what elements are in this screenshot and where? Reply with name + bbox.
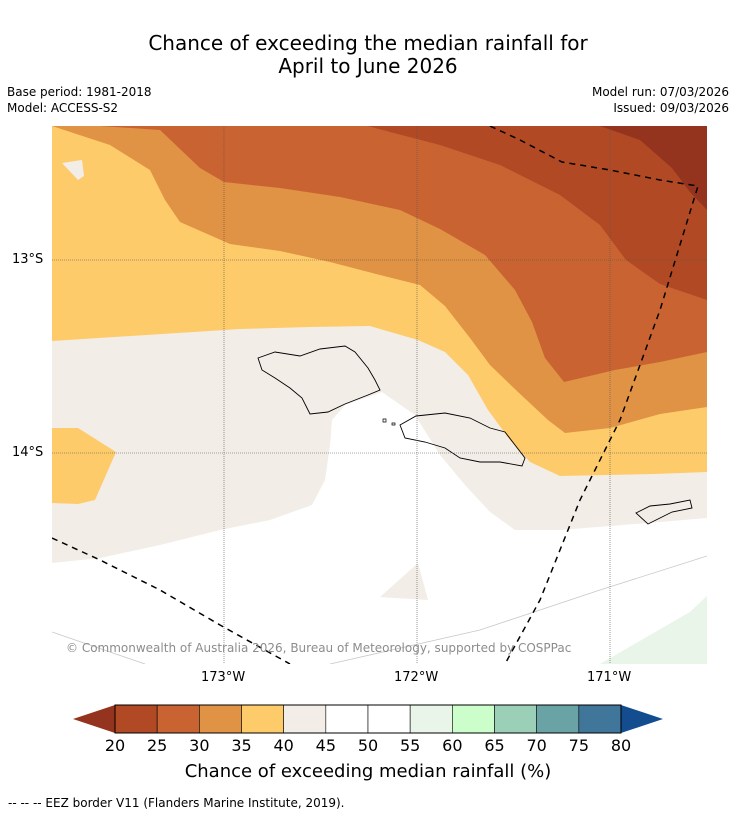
- colorbar-tick-40: 40: [273, 736, 294, 755]
- lat-label-13s: 13°S: [12, 252, 44, 267]
- contour-line-55: [52, 555, 707, 664]
- base-period: Base period: 1981-2018: [7, 85, 152, 99]
- lon-label-173w: 173°W: [201, 670, 246, 685]
- eez-legend-text: -- -- -- EEZ border V11 (Flanders Marine…: [8, 796, 345, 810]
- colorbar-tick-75: 75: [568, 736, 589, 755]
- patch-40-45-south: [380, 563, 428, 600]
- colorbar-tick-45: 45: [315, 736, 336, 755]
- colorbar-lower-extension: [73, 705, 115, 733]
- upolu-island: [399, 412, 526, 467]
- colorbar-swatch-75-80: [578, 704, 622, 734]
- colorbar-swatch-65-70: [494, 704, 537, 734]
- colorbar-tick-25: 25: [146, 736, 168, 755]
- colorbar-swatch-20-25: [114, 704, 158, 734]
- savaii-island: [257, 345, 381, 415]
- lat-label-14s: 14°S: [12, 445, 44, 460]
- lon-label-171w: 171°W: [587, 670, 632, 685]
- colorbar-swatch-45-50: [325, 704, 369, 734]
- colorbar-outline: [114, 704, 622, 734]
- lon-label-172w: 172°W: [394, 670, 439, 685]
- title-line-2: April to June 2026: [278, 54, 458, 78]
- patch-35-40-west: [52, 428, 116, 504]
- manono-island: [382, 418, 396, 426]
- colorbar-swatch-40-45: [283, 704, 327, 734]
- title-line-1: Chance of exceeding the median rainfall …: [148, 31, 588, 55]
- colorbar-swatch-55-60: [409, 704, 453, 734]
- colorbar-tick-35: 35: [231, 736, 252, 755]
- colorbar-swatch-25-30: [156, 704, 200, 734]
- colorbar-swatch-60-65: [452, 704, 495, 734]
- colorbar-tick-20: 20: [104, 736, 126, 755]
- patch-40-45-northwest: [62, 160, 84, 180]
- colorbar-tick-65: 65: [484, 736, 505, 755]
- model-run: Model run: 07/03/2026: [591, 85, 729, 99]
- colorbar-tick-50: 50: [357, 736, 379, 755]
- band-lt20: [600, 126, 707, 210]
- colorbar-upper-extension: [621, 705, 663, 733]
- eez-border-southwest: [52, 537, 291, 664]
- colorbar-swatch-35-40: [241, 704, 284, 734]
- colorbar-swatch-30-35: [199, 704, 242, 734]
- colorbar-swatch-70-75: [536, 704, 580, 734]
- issued-date: Issued: 09/03/2026: [613, 101, 729, 115]
- colorbar-tick-55: 55: [399, 736, 421, 755]
- colorbar-tick-30: 30: [189, 736, 210, 755]
- tutuila-island: [635, 499, 693, 525]
- colorbar-label: Chance of exceeding median rainfall (%): [184, 761, 552, 782]
- colorbar: [73, 704, 663, 734]
- colorbar-swatch-50-55: [367, 704, 411, 734]
- gridlines: [52, 126, 707, 664]
- copyright-notice: © Commonwealth of Australia 2026, Bureau…: [66, 641, 572, 655]
- model-name: Model: ACCESS-S2: [7, 101, 119, 115]
- colorbar-tick-80: 80: [610, 736, 632, 755]
- colorbar-tick-60: 60: [442, 736, 463, 755]
- patch-55-60: [600, 596, 707, 664]
- band-20-25: [368, 126, 707, 300]
- colorbar-tick-70: 70: [526, 736, 547, 755]
